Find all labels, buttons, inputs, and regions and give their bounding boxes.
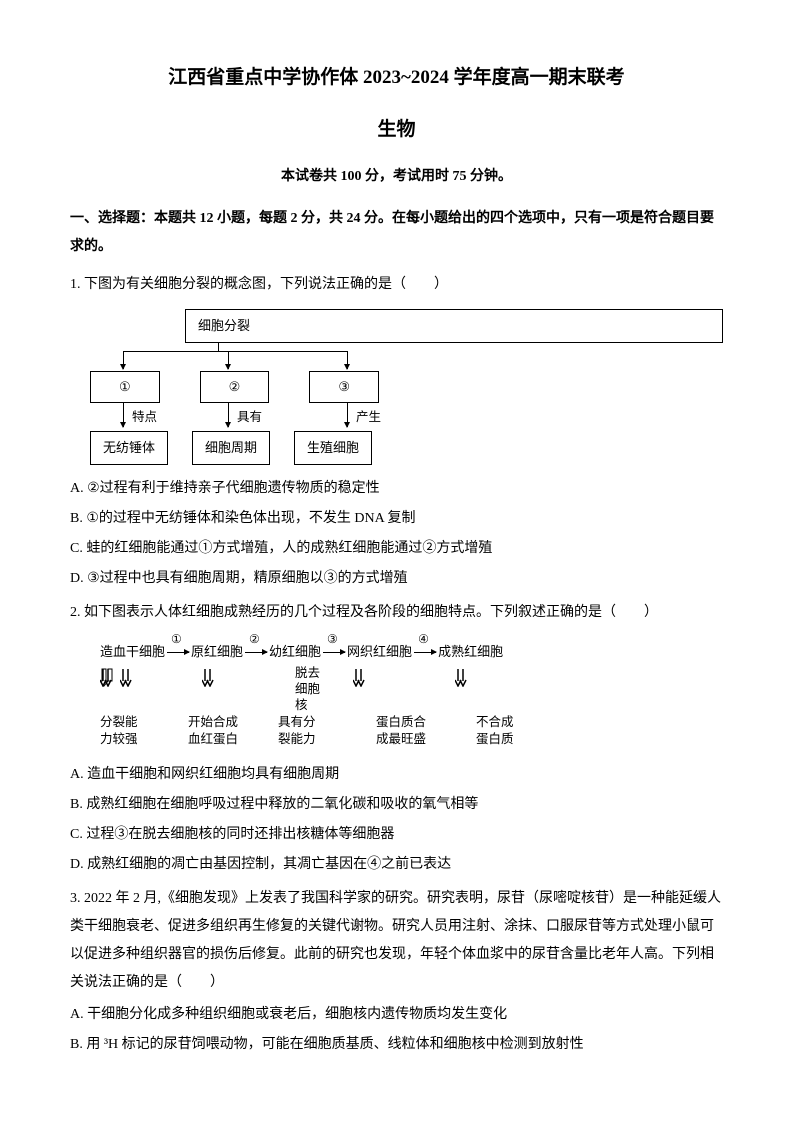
q2-diagram: 造血干细胞 ① 原红细胞 ② 幼红细胞 ③ 网织红细胞 ④ 成熟红细胞 脱去细胞…: [100, 639, 723, 749]
down-arrow-icon: [455, 667, 469, 714]
q1-option-c: C. 蛙的红细胞能通过①方式增殖，人的成熟红细胞能通过②方式增殖: [70, 535, 723, 563]
exam-title-main: 江西省重点中学协作体 2023~2024 学年度高一期末联考: [70, 60, 723, 96]
q2-option-c: C. 过程③在脱去细胞核的同时还排出核糖体等细胞器: [70, 821, 723, 849]
d1-mid-3: ③: [309, 371, 379, 403]
down-arrow-icon: [100, 667, 120, 714]
q3-option-a: A. 干细胞分化成多种组织细胞或衰老后，细胞核内遗传物质均发生变化: [70, 1001, 723, 1029]
d1-label-2: 具有: [237, 405, 262, 430]
d1-top-box: 细胞分裂: [185, 309, 723, 343]
d1-bot-3: 生殖细胞: [294, 431, 372, 465]
exam-title-sub: 生物: [70, 112, 723, 148]
q1-option-d: D. ③过程中也具有细胞周期，精原细胞以③的方式增殖: [70, 565, 723, 593]
q3-option-b: B. 用 ³H 标记的尿苷饲喂动物，可能在细胞质基质、线粒体和细胞核中检测到放射…: [70, 1031, 723, 1059]
d2-cell-1: 原红细胞: [191, 639, 243, 665]
q3-text: 3. 2022 年 2 月,《细胞发现》上发表了我国科学家的研究。研究表明，尿苷…: [70, 885, 723, 997]
d1-bot-1: 无纺锤体: [90, 431, 168, 465]
d1-label-3: 产生: [356, 405, 381, 430]
exam-info: 本试卷共 100 分，考试用时 75 分钟。: [70, 164, 723, 191]
d2-cell-2: 幼红细胞: [269, 639, 321, 665]
d2-cell-0: 造血干细胞: [100, 639, 165, 665]
question-2: 2. 如下图表示人体红细胞成熟经历的几个过程及各阶段的细胞特点。下列叙述正确的是…: [70, 599, 723, 879]
down-arrow-icon: [202, 667, 287, 714]
d1-label-1: 特点: [132, 405, 157, 430]
q1-text: 1. 下图为有关细胞分裂的概念图，下列说法正确的是（ ）: [70, 271, 723, 299]
section-1-header: 一、选择题：本题共 12 小题，每题 2 分，共 24 分。在每小题给出的四个选…: [70, 205, 723, 261]
q2-option-a: A. 造血干细胞和网织红细胞均具有细胞周期: [70, 761, 723, 789]
q2-text: 2. 如下图表示人体红细胞成熟经历的几个过程及各阶段的细胞特点。下列叙述正确的是…: [70, 599, 723, 627]
q2-option-d: D. 成熟红细胞的凋亡由基因控制，其凋亡基因在④之前已表达: [70, 851, 723, 879]
q1-option-a: A. ②过程有利于维持亲子代细胞遗传物质的稳定性: [70, 475, 723, 503]
d1-mid-2: ②: [200, 371, 270, 403]
q1-diagram: 细胞分裂 ① ② ③ 特点 具有 产生 无纺锤体 细胞周期 生殖细胞: [90, 309, 723, 465]
q2-option-b: B. 成熟红细胞在细胞呼吸过程中释放的二氧化碳和吸收的氧气相等: [70, 791, 723, 819]
d2-cell-4: 成熟红细胞: [438, 639, 503, 665]
d1-mid-1: ①: [90, 371, 160, 403]
question-1: 1. 下图为有关细胞分裂的概念图，下列说法正确的是（ ） 细胞分裂 ① ② ③ …: [70, 271, 723, 593]
question-3: 3. 2022 年 2 月,《细胞发现》上发表了我国科学家的研究。研究表明，尿苷…: [70, 885, 723, 1059]
down-arrow-icon: [353, 667, 415, 714]
d2-cell-3: 网织红细胞: [347, 639, 412, 665]
d2-mid-label: 脱去细胞核: [295, 665, 325, 714]
d1-bot-2: 细胞周期: [192, 431, 270, 465]
q1-option-b: B. ①的过程中无纺锤体和染色体出现，不发生 DNA 复制: [70, 505, 723, 533]
down-arrow-icon: [120, 667, 202, 714]
